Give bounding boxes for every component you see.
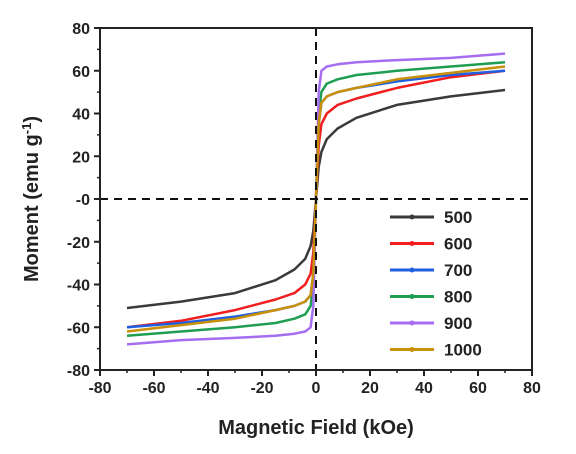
legend-item-600: 600	[390, 235, 472, 254]
x-tick-label: -40	[196, 380, 219, 397]
y-tick-label: 40	[72, 107, 90, 124]
legend-item-900: 900	[390, 314, 472, 333]
x-tick-label: -80	[88, 380, 111, 397]
x-tick-label: 20	[361, 380, 379, 397]
legend-marker	[409, 320, 415, 326]
reference-lines	[100, 28, 532, 370]
y-tick-label: -20	[67, 235, 90, 252]
y-axis-title: Moment (emu g-1)	[19, 116, 44, 282]
legend-label: 900	[444, 314, 472, 333]
legend-marker	[409, 214, 415, 220]
y-tick-label: -0	[76, 192, 90, 209]
legend-item-800: 800	[390, 288, 472, 307]
y-axis-title-end: )	[21, 116, 43, 123]
y-tick-label: 80	[72, 21, 90, 38]
legend-label: 500	[444, 208, 472, 227]
legend-marker	[409, 241, 415, 246]
legend-marker	[409, 294, 415, 299]
y-axis-title-main: Moment (emu g	[21, 134, 43, 282]
legend-label: 1000	[444, 341, 482, 360]
legend-label: 600	[444, 235, 472, 254]
tick-layer: -80 -60 -40 -20 0 20 40 60 80 -80 -60 -40 -20 -0 20 40 6…	[67, 21, 541, 397]
y-tick-label: 60	[72, 64, 90, 81]
x-tick-label: -60	[142, 380, 165, 397]
x-tick-label: 60	[469, 380, 487, 397]
legend-item-500: 500	[390, 208, 472, 227]
y-tick-label: 20	[72, 149, 90, 166]
y-tick-label: -80	[67, 363, 90, 380]
x-axis-title: Magnetic Field (kOe)	[218, 417, 414, 439]
y-axis-title-superscript: -1	[19, 123, 34, 135]
legend-item-700: 700	[390, 261, 472, 280]
legend-label: 800	[444, 288, 472, 307]
legend: 500 600 700 800 900 1000	[390, 208, 482, 360]
legend-label: 700	[444, 261, 472, 280]
legend-marker	[409, 347, 415, 352]
x-tick-label: 80	[523, 380, 541, 397]
x-tick-label: -20	[250, 380, 273, 397]
y-tick-label: -40	[67, 278, 90, 295]
x-tick-label: 0	[312, 380, 321, 397]
legend-marker	[409, 267, 415, 273]
y-tick-label: -60	[67, 320, 90, 337]
x-tick-label: 40	[415, 380, 433, 397]
legend-item-1000: 1000	[390, 341, 482, 360]
